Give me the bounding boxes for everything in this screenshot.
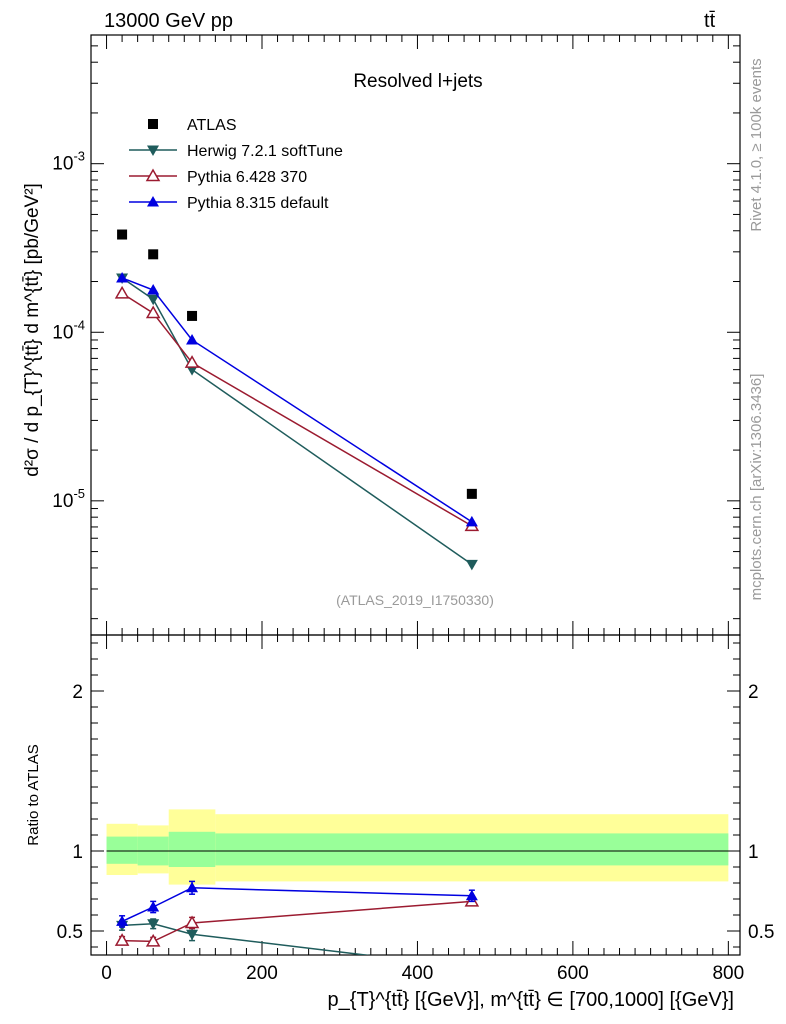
ratio-series-clipped <box>114 880 480 974</box>
main-point-3-1 <box>147 284 160 295</box>
ratio-line-0 <box>122 923 372 955</box>
mcplots-label: mcplots.cern.ch [arXiv:1306.3436] <box>748 374 765 601</box>
band-inner-0 <box>106 836 138 864</box>
legend-label-0: ATLAS <box>187 117 237 134</box>
main-point-1-1 <box>147 294 160 306</box>
main-point-2-1 <box>145 305 161 319</box>
tick-exponent: -3 <box>73 149 85 164</box>
ratio-y-tick-label-left-1: 1 <box>72 842 83 863</box>
tick-base: 10 <box>52 154 73 175</box>
band-inner-2 <box>168 831 216 867</box>
ratio-point-0-3 <box>466 963 478 974</box>
main-line-3 <box>121 277 473 523</box>
tick-exponent: -5 <box>73 486 85 501</box>
ratio-point-2-0 <box>116 915 129 926</box>
legend-label-3: Pythia 8.315 default <box>187 195 329 212</box>
header-right-base: t <box>704 10 710 32</box>
header-right-sup: t̄ <box>709 10 715 32</box>
ratio-line-2 <box>121 887 472 923</box>
analysis-watermark: (ATLAS_2019_I1750330) <box>336 592 494 608</box>
ratio-y-axis-label: Ratio to ATLAS <box>25 744 42 845</box>
legend-marker-1 <box>147 145 159 156</box>
legend-marker-2 <box>145 168 161 182</box>
rivet-version-label: Rivet 4.1.0, ≥ 100k events <box>748 58 765 231</box>
legend-label-1: Herwig 7.2.1 softTune <box>187 143 343 160</box>
ratio-point-0-2 <box>186 929 199 941</box>
main-y-tick-label-0: 10-5 <box>52 486 85 512</box>
main-point-0-3 <box>466 488 477 499</box>
tick-base: 10 <box>52 322 73 343</box>
ratio-y-tick-label-left-0: 0.5 <box>57 922 83 943</box>
ratio-point-1-2 <box>184 915 200 929</box>
main-chart-title: Resolved l+jets <box>353 71 482 92</box>
main-point-0-2 <box>187 310 198 321</box>
ratio-y-tick-label-left-2: 2 <box>72 682 83 703</box>
ratio-y-tick-label-right-2: 2 <box>748 682 759 703</box>
header-right-label: tt̄ <box>704 10 716 32</box>
ratio-y-tick-label-right-1: 1 <box>748 842 759 863</box>
ratio-panel-series <box>114 880 480 974</box>
ratio-uncertainty-bands <box>106 809 729 885</box>
main-point-3-0 <box>116 271 129 283</box>
main-y-tick-label-1: 10-4 <box>52 317 85 343</box>
main-point-0-1 <box>148 249 159 260</box>
ratio-point-2-1 <box>147 901 160 912</box>
x-tick-label-2: 400 <box>402 963 434 984</box>
legend-label-2: Pythia 6.428 370 <box>187 169 307 186</box>
x-tick-label-1: 200 <box>246 963 278 984</box>
main-point-0-0 <box>117 229 128 240</box>
ratio-point-2-2 <box>186 881 199 893</box>
main-line-1 <box>121 277 473 565</box>
legend-marker-0 <box>148 119 158 129</box>
ratio-plot-border <box>90 634 741 956</box>
x-axis-label: p_{T}^{tt̄} [{GeV}], m^{tt̄} ∈ [700,1000… <box>328 989 734 1011</box>
legend: ATLAS Herwig 7.2.1 softTune Pythia 6.428 3… <box>129 117 343 212</box>
ratio-y-tick-label-right-0: 0.5 <box>748 922 774 943</box>
main-y-axis-label: d²σ / d p_{T}^{tt̄} d m^{tt̄} [pb/GeV²] <box>22 183 43 477</box>
main-panel-series <box>114 229 480 571</box>
main-point-2-2 <box>184 355 200 368</box>
ratio-line-1 <box>122 900 472 943</box>
ratio-point-2-3 <box>465 889 478 901</box>
main-line-2 <box>121 292 473 527</box>
main-y-tick-label-2: 10-3 <box>52 149 85 175</box>
band-inner-3 <box>215 833 729 866</box>
x-tick-label-4: 800 <box>712 963 744 984</box>
main-point-1-3 <box>465 559 478 571</box>
header-left-label: 13000 GeV pp <box>104 10 233 32</box>
ratio-point-1-1 <box>145 933 161 947</box>
tick-exponent: -4 <box>73 317 85 332</box>
main-point-3-2 <box>186 333 199 345</box>
ratio-point-1-0 <box>114 933 130 946</box>
tick-base: 10 <box>52 491 73 512</box>
ratio-point-0-1 <box>147 919 160 930</box>
legend-marker-3 <box>147 196 159 207</box>
x-tick-label-0: 0 <box>101 963 112 984</box>
main-point-2-0 <box>114 285 130 299</box>
main-point-3-3 <box>465 515 478 527</box>
x-tick-label-3: 600 <box>557 963 589 984</box>
